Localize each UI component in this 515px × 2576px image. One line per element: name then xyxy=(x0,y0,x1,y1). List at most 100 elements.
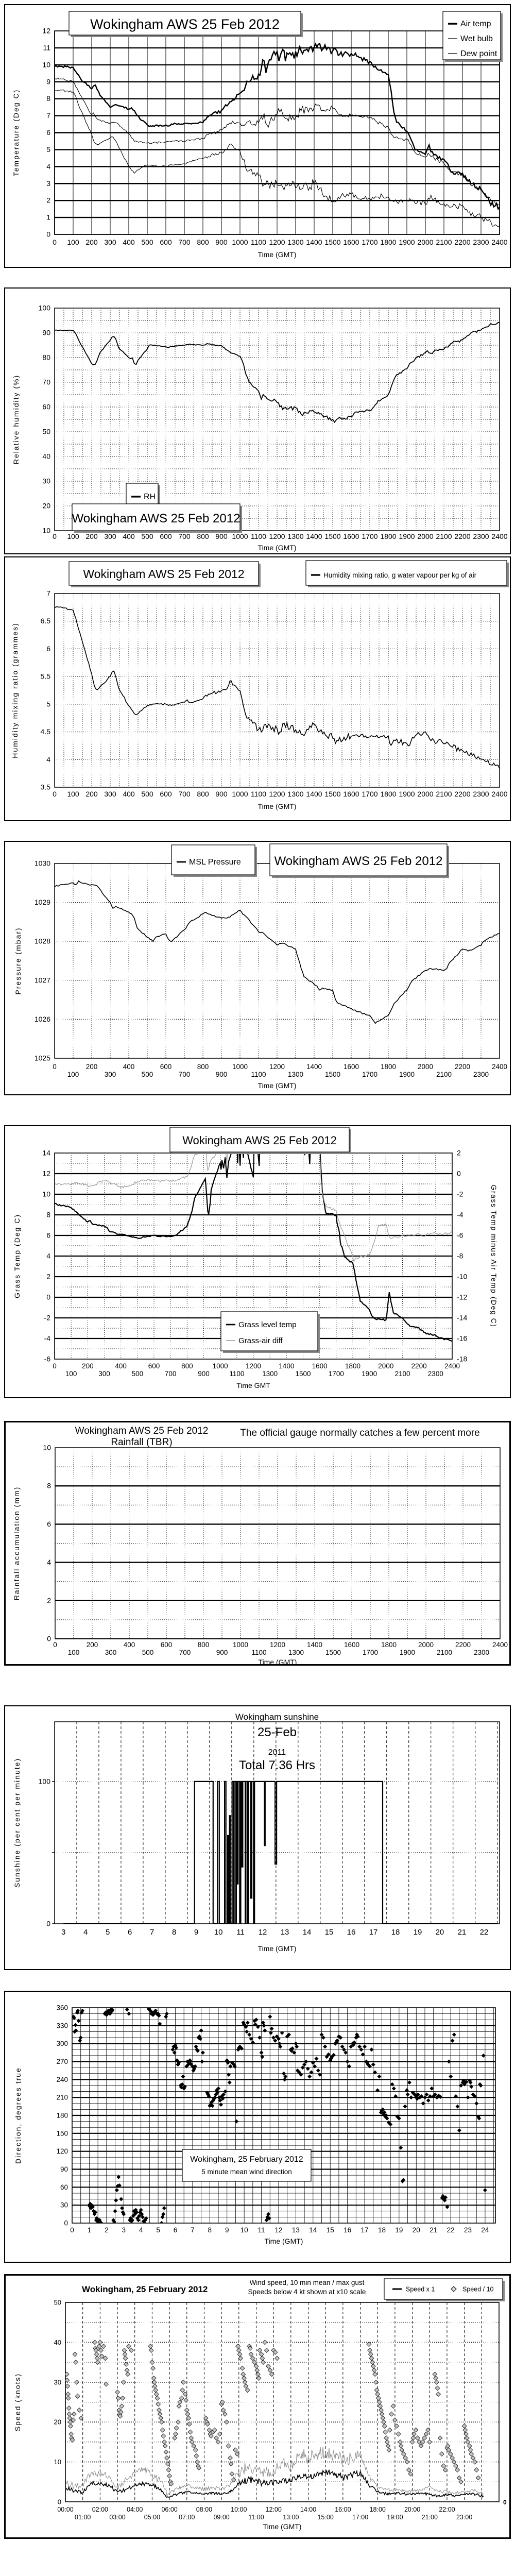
x-tick-label: 4 xyxy=(83,1928,88,1937)
gridlines xyxy=(55,1448,500,1639)
chart-text: 2011 xyxy=(268,1748,286,1757)
x-tick-label: 2100 xyxy=(394,1370,410,1378)
chart-rainfall-canvas: 0246810010020030040050060070080090010001… xyxy=(6,1422,509,1664)
y-tick-label: 7 xyxy=(46,589,50,598)
x-tick-label: 17 xyxy=(369,1928,378,1937)
x-tick-label: 18:00 xyxy=(370,2506,386,2513)
box-title-text: Wokingham AWS 25 Feb 2012 xyxy=(90,16,280,32)
y-tick-label: 10 xyxy=(42,60,50,69)
y-tick-label: 2 xyxy=(46,196,50,205)
y-tick-label: 120 xyxy=(56,2147,68,2155)
x-tick-label: 2100 xyxy=(436,238,452,246)
y-tick-label: 90 xyxy=(60,2165,68,2173)
x-tick-label: 1000 xyxy=(233,1641,248,1649)
x-tick-label: 300 xyxy=(98,1370,110,1378)
x-tick-label: 1600 xyxy=(344,1641,359,1649)
x-axis-title: Time (GMT) xyxy=(258,1081,297,1090)
title-box-humidity-mixing-ratio: Wokingham AWS 25 Feb 2012 xyxy=(68,561,261,587)
y-tick-label: 0 xyxy=(47,1635,51,1643)
x-tick-label: 1500 xyxy=(324,790,340,798)
y-axis-title: Speed (knots) xyxy=(13,2373,22,2431)
y-axis-title: Direction, degrees true xyxy=(14,2067,22,2164)
y-axis-title: Humidity mixing ratio (grammes) xyxy=(11,622,19,758)
x-tick-label: 09:00 xyxy=(213,2514,229,2521)
chart-wind-speed-canvas: 0 10 20 30 40 50 00:0001:0002:0003:0004:0005:0… xyxy=(6,2276,509,2537)
x-axis-title: Time GMT xyxy=(236,1381,270,1389)
x-tick-label: 2200 xyxy=(455,1063,470,1071)
y-tick-label: 1 xyxy=(46,213,50,222)
y-tick-label: 0 xyxy=(46,1293,50,1301)
x-tick-label: 2000 xyxy=(378,1362,393,1370)
x-tick-label: 11 xyxy=(258,2226,265,2234)
series-air-temp xyxy=(55,42,500,211)
x-tick-label: 3 xyxy=(122,2226,126,2234)
x-tick-label: 1700 xyxy=(362,238,377,246)
x-tick-label: 15 xyxy=(325,1928,334,1937)
x-tick-label: 2200 xyxy=(454,790,470,798)
x-tick-label: 400 xyxy=(123,790,135,798)
panel-sunshine: 0 100 3 4 5 6 7 8 9 10 11 12 13 14 15 16 17 18 19 20 21 22 Tim… xyxy=(4,1705,511,1970)
x-tick-label: 06:00 xyxy=(161,2506,177,2513)
y-axis-title: Rainfall accumulation (mm) xyxy=(12,1486,21,1601)
y-tick-label: 40 xyxy=(54,2338,61,2346)
y-tick-label: 30 xyxy=(42,477,50,485)
x-tick-label: 5 xyxy=(106,1928,110,1937)
y-tick-label: 6 xyxy=(46,128,50,137)
axis-labels: 0 100 3 4 5 6 7 8 9 10 11 12 13 14 15 16 17 18 19 20 21 22 Tim… xyxy=(13,1758,488,1953)
y-tick-label: 2 xyxy=(46,1273,50,1281)
x-tick-label: 1600 xyxy=(343,238,359,246)
x-tick-label: 800 xyxy=(181,1362,193,1370)
x-tick-label: 1900 xyxy=(400,1649,415,1656)
x-tick-label: 1200 xyxy=(269,238,285,246)
x-tick-label: 1200 xyxy=(270,1641,285,1649)
y2-tick-label: 0 xyxy=(457,1170,461,1178)
y-tick-label: 30 xyxy=(54,2378,61,2386)
x-tick-label: 1600 xyxy=(343,532,359,540)
series-grass-air-diff xyxy=(55,1153,452,1262)
x-tick-label: 500 xyxy=(132,1370,144,1378)
y-tick-label: 90 xyxy=(42,329,50,337)
y2-tick-label: -14 xyxy=(457,1314,467,1322)
y-tick-label: 330 xyxy=(56,2022,68,2029)
y-tick-label: 6 xyxy=(46,645,50,653)
legend-item-label: Speed x 1 xyxy=(406,2286,435,2293)
x-tick-label: 2400 xyxy=(491,532,507,540)
x-tick-label: 900 xyxy=(215,790,228,798)
x-tick-label: 1000 xyxy=(232,532,248,540)
y-tick-label: 12 xyxy=(42,1170,50,1178)
x-tick-label: 100 xyxy=(67,532,79,540)
y2-tick-label: -12 xyxy=(457,1293,467,1301)
x-tick-label: 7 xyxy=(150,1928,154,1937)
plot-frame xyxy=(54,308,500,531)
x-tick-label: 04:00 xyxy=(127,2506,143,2513)
x-tick-label: 1200 xyxy=(269,790,285,798)
x-tick-label: 1500 xyxy=(325,1649,341,1656)
x-axis-title: Time (GMT) xyxy=(265,2237,303,2245)
x-tick-label: 600 xyxy=(160,238,172,246)
box-title-text: Wokingham, 25 February 2012 xyxy=(190,2155,303,2164)
y-tick-label: 10 xyxy=(42,527,50,535)
x-tick-label: 100 xyxy=(68,1649,80,1656)
y-tick-label: 0 xyxy=(58,2498,61,2506)
x-tick-label: 700 xyxy=(178,790,191,798)
y-tick-label: 240 xyxy=(56,2076,68,2083)
y-tick-label: 80 xyxy=(42,353,50,362)
x-tick-label: 0 xyxy=(53,790,57,798)
x-tick-label: 00:00 xyxy=(57,2506,73,2513)
x-tick-label: 100 xyxy=(67,790,79,798)
x-tick-label: 800 xyxy=(197,532,209,540)
x-tick-label: 1800 xyxy=(380,790,396,798)
y-axis-title: Sunshine (per cent per minute) xyxy=(13,1758,21,1888)
y-tick-label: 50 xyxy=(42,428,50,436)
x-axis-title: Time (GMT) xyxy=(258,802,297,810)
x-tick-label: 2200 xyxy=(455,1641,471,1649)
x-tick-label: 14 xyxy=(303,1928,312,1937)
y-tick-label: 300 xyxy=(56,2040,68,2047)
panel-background xyxy=(5,1706,510,1969)
chart-text: Wokingham AWS 25 Feb 2012 xyxy=(75,1426,209,1436)
y-tick-label: -6 xyxy=(44,1355,51,1363)
